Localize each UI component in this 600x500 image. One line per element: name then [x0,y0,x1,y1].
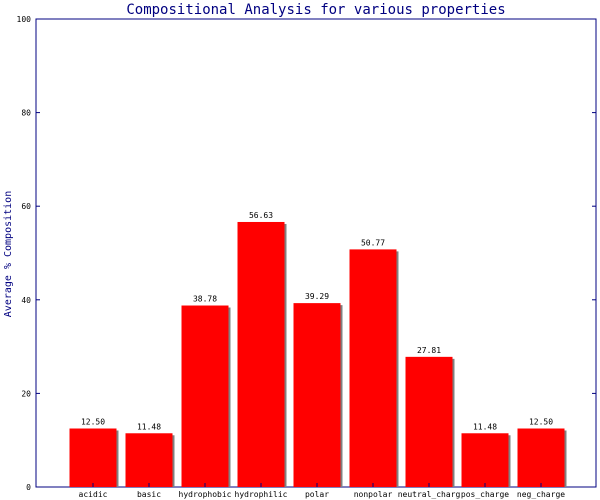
x-tick-label: nonpolar [354,490,393,499]
x-tick-label: hydrophilic [235,490,288,499]
bar-basic [125,433,173,487]
plot-area: 0 20 40 60 80 100 12.50 acidic 11.48 basic 38.78 hy… [17,15,597,499]
y-tick-label: 80 [21,109,31,118]
y-axis-label: Average % Composition [3,191,14,317]
chart-title: Compositional Analysis for various prope… [126,2,505,18]
bar-hydrophobic [181,305,229,487]
data-label: 50.77 [361,238,385,247]
data-label: 39.29 [305,292,329,301]
x-tick-label: basic [137,490,161,499]
data-label: 38.78 [193,295,217,304]
data-label: 56.63 [249,211,273,220]
x-tick-label: acidic [79,490,108,499]
y-tick-label: 60 [21,202,31,211]
x-tick-label: hydrophobic [179,490,232,499]
bar-nonpolar [349,249,397,487]
bar-polar [293,303,341,487]
data-label: 12.50 [529,418,553,427]
data-label: 11.48 [137,422,161,431]
y-tick-label: 20 [21,389,31,398]
y-tick-label: 0 [26,483,31,492]
bar-pos_charge [461,433,509,487]
x-tick-label: neutral_charg [398,490,461,499]
data-label: 12.50 [81,418,105,427]
y-tick-label: 100 [17,15,32,24]
data-label: 27.81 [417,346,441,355]
bar-hydrophilic [237,221,285,487]
data-label: 11.48 [473,422,497,431]
bar-neg_charge [517,428,565,487]
x-tick-label: polar [305,490,329,499]
x-tick-label: neg_charge [517,490,565,499]
bar-acidic [69,428,117,487]
y-tick-label: 40 [21,296,31,305]
x-tick-label: pos_charge [461,490,509,499]
bar-neutral_charge [405,356,453,487]
